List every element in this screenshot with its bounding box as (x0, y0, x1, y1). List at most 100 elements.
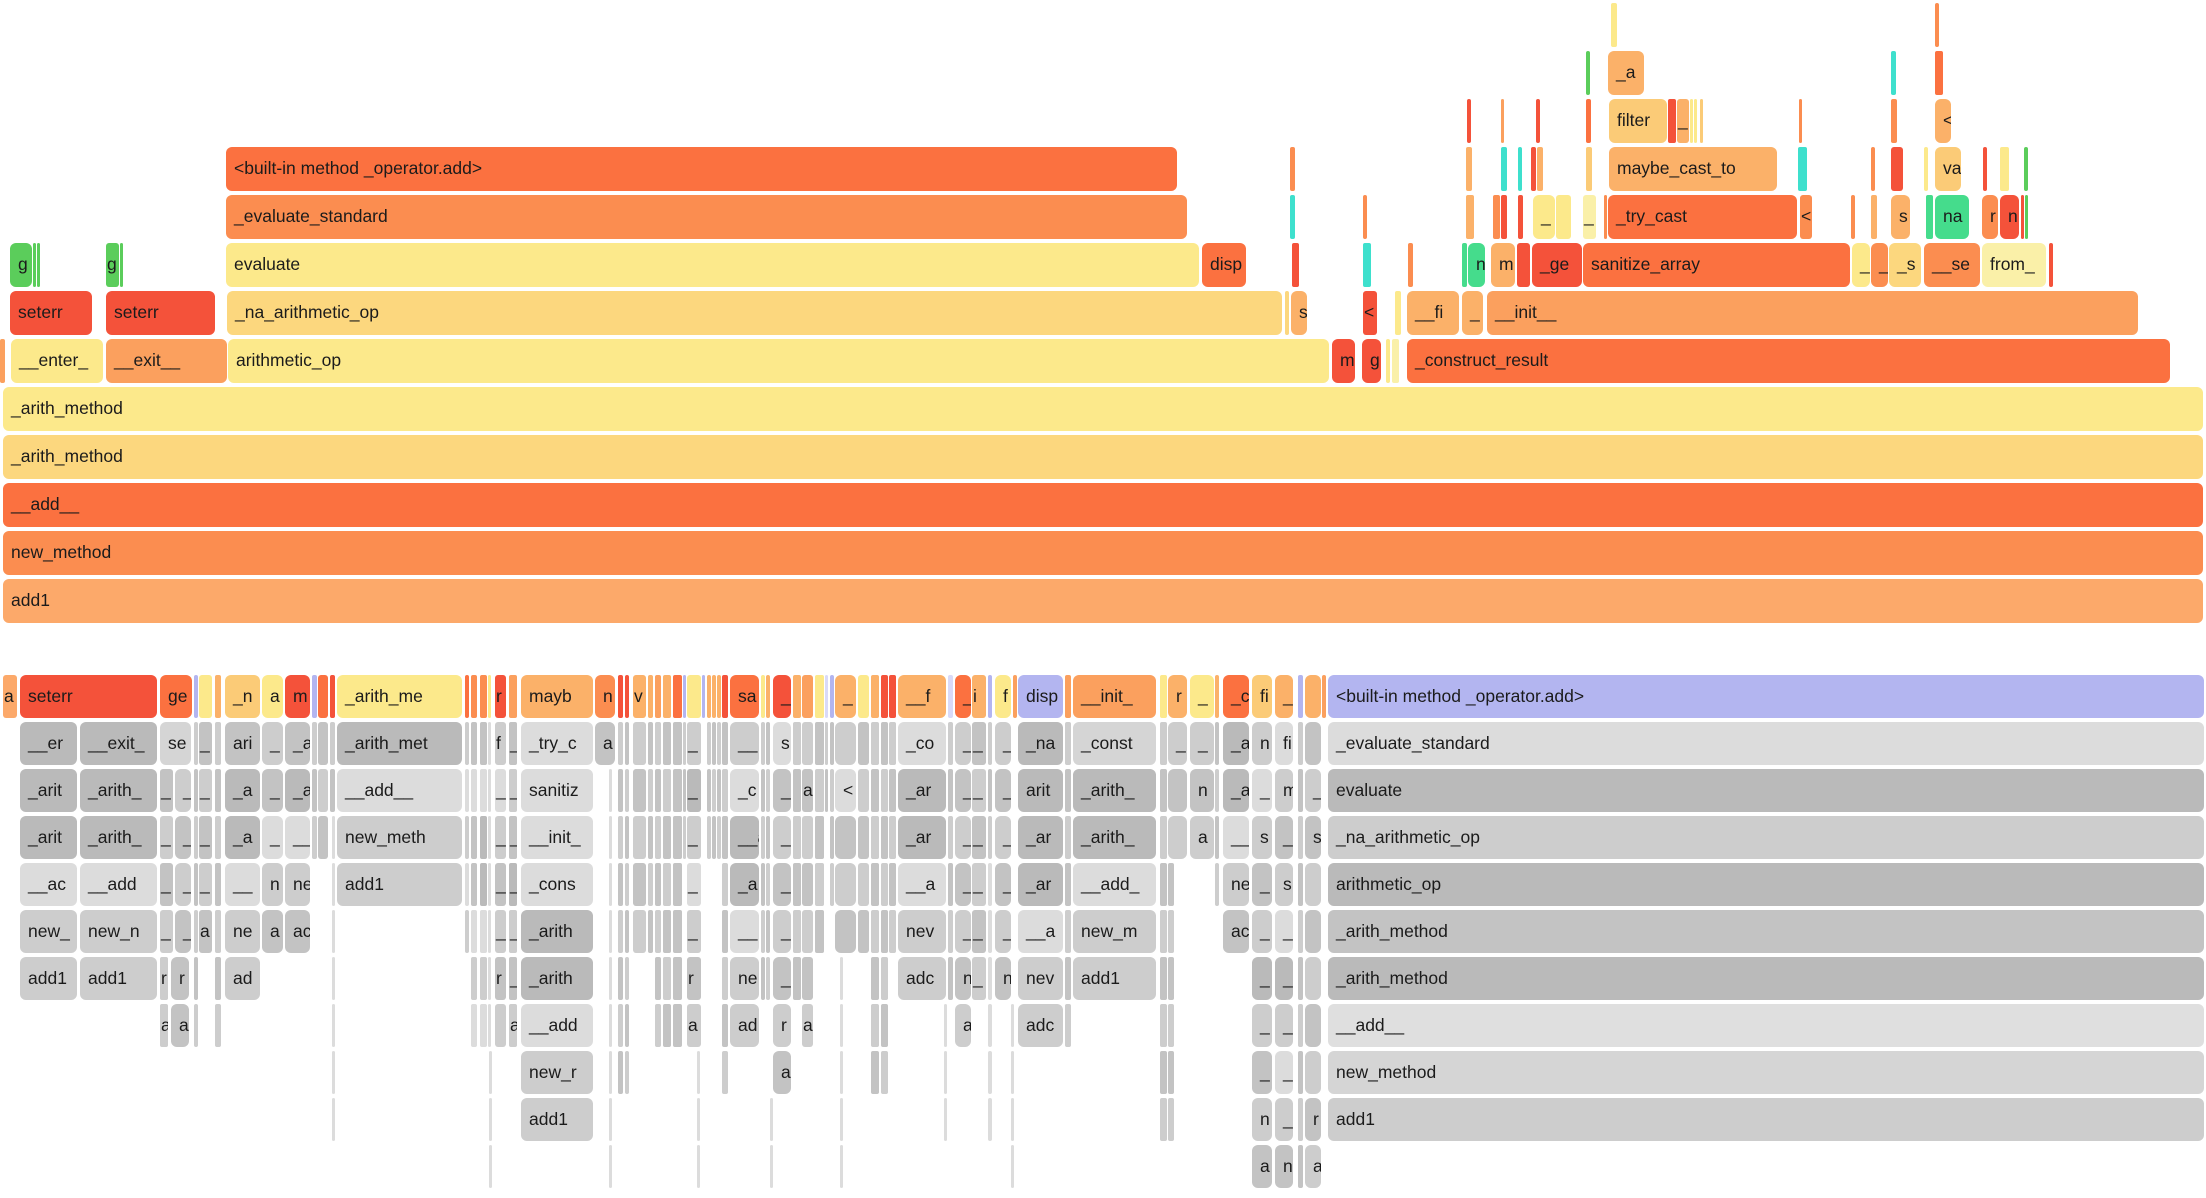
flame-bar[interactable]: _try_cast (1608, 195, 1797, 239)
flame-bar[interactable] (988, 1004, 992, 1047)
flame-bar[interactable]: _ (175, 910, 191, 953)
flame-bar[interactable]: new_method (3, 531, 2203, 575)
flame-bar[interactable]: _ (955, 863, 971, 906)
flame-bar[interactable]: a (773, 1051, 791, 1094)
flame-bar[interactable] (471, 769, 477, 812)
flame-bar[interactable] (332, 816, 335, 859)
flame-bar[interactable] (722, 863, 728, 906)
flame-bar[interactable]: __add (521, 1004, 593, 1047)
flame-bar[interactable]: _ (1168, 722, 1187, 765)
flame-bar[interactable]: n (1468, 243, 1485, 287)
flame-bar[interactable] (722, 957, 728, 1000)
flame-bar[interactable] (1983, 147, 1987, 191)
flame-bar[interactable]: _const (1073, 722, 1156, 765)
flame-bar[interactable]: <built-in method _operator.add> (226, 147, 1177, 191)
flame-bar[interactable]: __er (20, 722, 77, 765)
flame-bar[interactable] (1924, 147, 1928, 191)
flame-bar[interactable] (825, 769, 828, 812)
flame-bar[interactable] (881, 863, 888, 906)
flame-bar[interactable] (858, 722, 869, 765)
flame-bar[interactable] (1668, 99, 1676, 143)
flame-bar[interactable] (673, 1004, 682, 1047)
flame-bar[interactable]: _ (199, 863, 212, 906)
flame-bar[interactable] (609, 1098, 612, 1141)
flame-bar[interactable]: _ (175, 863, 191, 906)
flame-bar[interactable] (625, 675, 629, 718)
flame-bar[interactable]: __ (225, 863, 260, 906)
flame-bar[interactable] (881, 816, 888, 859)
flame-bar[interactable] (793, 769, 801, 812)
flame-bar[interactable]: a (160, 1004, 168, 1047)
flame-bar[interactable] (625, 910, 629, 953)
flame-bar[interactable]: evaluate (226, 243, 1199, 287)
flame-bar[interactable]: ne (1223, 863, 1249, 906)
flame-bar[interactable] (633, 816, 646, 859)
flame-bar[interactable] (648, 769, 653, 812)
flame-bar[interactable] (609, 910, 612, 953)
flame-bar[interactable] (1694, 99, 1697, 143)
flame-bar[interactable]: _ (995, 769, 1011, 812)
flame-bar[interactable]: _ (955, 675, 971, 718)
flame-bar[interactable] (835, 910, 856, 953)
flame-bar[interactable] (1799, 99, 1802, 143)
flame-bar[interactable] (609, 957, 612, 1000)
flame-bar[interactable] (835, 722, 856, 765)
flame-bar[interactable] (858, 769, 869, 812)
flame-bar[interactable]: arithmetic_op (228, 339, 1329, 383)
flame-bar[interactable]: _arith_method (1328, 957, 2204, 1000)
flame-bar[interactable] (1466, 147, 1472, 191)
flame-bar[interactable] (215, 769, 221, 812)
flame-bar[interactable] (770, 1145, 773, 1188)
flame-bar[interactable]: _ (835, 675, 856, 718)
flame-bar[interactable] (194, 816, 198, 859)
flame-bar[interactable] (1298, 957, 1303, 1000)
flame-bar[interactable]: _ (1305, 769, 1321, 812)
flame-bar[interactable] (766, 769, 770, 812)
flame-bar[interactable]: n (1190, 769, 1214, 812)
flame-bar[interactable]: _arit (20, 816, 77, 859)
flame-bar[interactable] (194, 863, 198, 906)
flame-bar[interactable] (489, 1051, 492, 1094)
flame-bar[interactable] (655, 1004, 661, 1047)
flame-bar[interactable]: _ (495, 769, 506, 812)
flame-bar[interactable] (766, 957, 770, 1000)
flame-bar[interactable]: f (995, 675, 1011, 718)
flame-bar[interactable] (1536, 99, 1540, 143)
flame-bar[interactable] (1305, 910, 1321, 953)
flame-bar[interactable]: _ (199, 769, 212, 812)
flame-bar[interactable] (1168, 1098, 1174, 1141)
flame-bar[interactable]: _arith_me (337, 675, 462, 718)
flame-bar[interactable]: _a (1608, 51, 1644, 95)
flame-bar[interactable]: _ (773, 957, 791, 1000)
flame-bar[interactable]: _ (972, 769, 986, 812)
flame-bar[interactable] (722, 1051, 728, 1094)
flame-bar[interactable] (871, 957, 879, 1000)
flame-bar[interactable] (840, 1051, 843, 1094)
flame-bar[interactable] (332, 863, 335, 906)
flame-bar[interactable] (1065, 863, 1071, 906)
flame-bar[interactable] (480, 910, 487, 953)
flame-bar[interactable] (802, 722, 813, 765)
flame-bar[interactable] (495, 1004, 506, 1047)
flame-bar[interactable] (988, 863, 992, 906)
flame-bar[interactable]: n (1252, 1098, 1272, 1141)
flame-bar[interactable] (1298, 863, 1303, 906)
flame-bar[interactable] (1168, 957, 1174, 1000)
flame-bar[interactable] (625, 863, 629, 906)
flame-bar[interactable]: _ (1252, 769, 1272, 812)
flame-bar[interactable] (1168, 863, 1174, 906)
flame-bar[interactable]: seterr (106, 291, 215, 335)
flame-bar[interactable] (465, 910, 469, 953)
flame-bar[interactable] (215, 957, 221, 1000)
flame-bar[interactable] (1305, 863, 1321, 906)
flame-bar[interactable] (988, 910, 992, 953)
flame-bar[interactable] (655, 722, 661, 765)
flame-bar[interactable] (889, 863, 896, 906)
flame-bar[interactable] (471, 863, 477, 906)
flame-bar[interactable] (1611, 3, 1617, 47)
flame-bar[interactable] (1386, 339, 1390, 383)
flame-bar[interactable] (722, 675, 728, 718)
flame-bar[interactable]: _co (898, 722, 946, 765)
flame-bar[interactable] (948, 816, 953, 859)
flame-bar[interactable] (840, 1145, 843, 1188)
